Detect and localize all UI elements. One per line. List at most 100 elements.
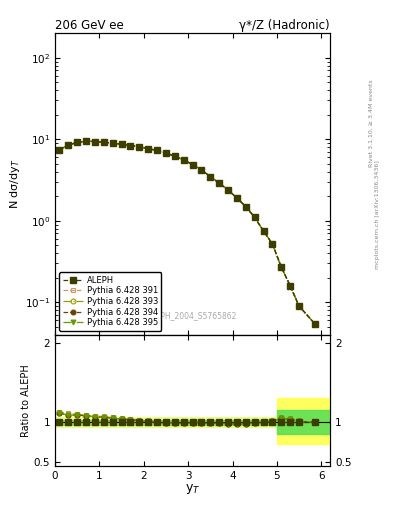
Pythia 6.428 394 [297, 303, 301, 309]
Pythia 6.428 391 [181, 157, 186, 163]
Pythia 6.428 395 [297, 303, 301, 309]
Pythia 6.428 391 [137, 144, 142, 150]
Pythia 6.428 395 [110, 140, 115, 146]
Pythia 6.428 391 [84, 138, 88, 144]
Pythia 6.428 394 [110, 140, 115, 146]
Pythia 6.428 393 [208, 174, 213, 180]
Line: Pythia 6.428 394: Pythia 6.428 394 [57, 139, 317, 326]
Pythia 6.428 394 [270, 241, 275, 247]
Pythia 6.428 394 [84, 138, 88, 144]
Pythia 6.428 391 [199, 167, 204, 173]
ALEPH [173, 153, 177, 159]
Pythia 6.428 394 [312, 321, 317, 327]
Pythia 6.428 391 [226, 187, 230, 193]
ALEPH [217, 180, 222, 186]
Pythia 6.428 391 [190, 161, 195, 167]
Pythia 6.428 394 [101, 139, 106, 145]
Pythia 6.428 394 [199, 167, 204, 173]
Pythia 6.428 391 [208, 174, 213, 180]
Pythia 6.428 391 [75, 140, 79, 146]
Pythia 6.428 394 [66, 142, 71, 148]
ALEPH [226, 187, 230, 193]
ALEPH [312, 321, 317, 327]
Pythia 6.428 394 [208, 174, 213, 180]
ALEPH [93, 138, 97, 144]
ALEPH [235, 195, 239, 201]
ALEPH [288, 283, 292, 289]
Pythia 6.428 393 [110, 140, 115, 146]
Pythia 6.428 393 [226, 187, 230, 193]
Pythia 6.428 394 [155, 147, 160, 154]
Pythia 6.428 395 [181, 157, 186, 163]
Pythia 6.428 391 [243, 203, 248, 209]
Pythia 6.428 395 [66, 142, 71, 148]
ALEPH [119, 141, 124, 147]
Pythia 6.428 393 [75, 139, 79, 145]
Pythia 6.428 395 [312, 321, 317, 327]
Pythia 6.428 394 [146, 145, 151, 152]
Pythia 6.428 395 [226, 187, 230, 193]
Pythia 6.428 393 [128, 142, 133, 148]
ALEPH [155, 147, 160, 154]
Pythia 6.428 394 [57, 146, 62, 153]
ALEPH [243, 203, 248, 209]
Pythia 6.428 395 [57, 146, 62, 153]
Pythia 6.428 391 [110, 140, 115, 146]
Pythia 6.428 393 [84, 138, 88, 144]
Pythia 6.428 393 [235, 195, 239, 201]
Pythia 6.428 393 [101, 139, 106, 145]
Pythia 6.428 394 [243, 203, 248, 209]
Pythia 6.428 394 [288, 283, 292, 289]
Pythia 6.428 394 [190, 161, 195, 167]
Pythia 6.428 394 [261, 228, 266, 234]
Pythia 6.428 393 [146, 145, 151, 152]
Pythia 6.428 393 [137, 144, 142, 150]
Pythia 6.428 395 [146, 145, 151, 152]
Pythia 6.428 393 [279, 264, 284, 270]
Pythia 6.428 395 [93, 138, 97, 144]
ALEPH [84, 138, 88, 144]
ALEPH [297, 303, 301, 309]
Pythia 6.428 395 [173, 153, 177, 159]
ALEPH [137, 144, 142, 150]
Line: Pythia 6.428 395: Pythia 6.428 395 [57, 139, 317, 326]
Pythia 6.428 395 [163, 150, 168, 156]
Pythia 6.428 393 [217, 180, 222, 186]
Pythia 6.428 395 [252, 215, 257, 221]
Text: mcplots.cern.ch [arXiv:1306.3436]: mcplots.cern.ch [arXiv:1306.3436] [375, 161, 380, 269]
Pythia 6.428 394 [128, 142, 133, 148]
Pythia 6.428 393 [190, 161, 195, 167]
ALEPH [261, 228, 266, 234]
Pythia 6.428 391 [252, 215, 257, 221]
Pythia 6.428 391 [128, 142, 133, 148]
Pythia 6.428 391 [312, 321, 317, 327]
Pythia 6.428 395 [288, 283, 292, 289]
Pythia 6.428 394 [75, 139, 79, 145]
ALEPH [199, 167, 204, 173]
Pythia 6.428 391 [270, 241, 275, 247]
ALEPH [252, 215, 257, 221]
ALEPH [190, 161, 195, 167]
Pythia 6.428 395 [155, 147, 160, 154]
Line: Pythia 6.428 393: Pythia 6.428 393 [57, 139, 317, 326]
Pythia 6.428 394 [173, 153, 177, 159]
Y-axis label: Ratio to ALEPH: Ratio to ALEPH [21, 364, 31, 437]
Text: Rivet 3.1.10, ≥ 3.4M events: Rivet 3.1.10, ≥ 3.4M events [369, 79, 374, 167]
Pythia 6.428 393 [155, 147, 160, 154]
Pythia 6.428 391 [57, 147, 62, 153]
Pythia 6.428 395 [190, 161, 195, 167]
Text: ALEPH_2004_S5765862: ALEPH_2004_S5765862 [147, 311, 238, 319]
ALEPH [270, 241, 275, 247]
ALEPH [163, 150, 168, 156]
Pythia 6.428 393 [181, 157, 186, 163]
ALEPH [57, 146, 62, 153]
Pythia 6.428 395 [119, 141, 124, 147]
Pythia 6.428 391 [173, 153, 177, 159]
Pythia 6.428 395 [101, 139, 106, 145]
ALEPH [181, 157, 186, 163]
Legend: ALEPH, Pythia 6.428 391, Pythia 6.428 393, Pythia 6.428 394, Pythia 6.428 395: ALEPH, Pythia 6.428 391, Pythia 6.428 39… [59, 272, 162, 331]
Pythia 6.428 394 [163, 150, 168, 156]
Pythia 6.428 393 [119, 141, 124, 147]
Pythia 6.428 391 [93, 138, 97, 144]
Pythia 6.428 393 [243, 203, 248, 209]
